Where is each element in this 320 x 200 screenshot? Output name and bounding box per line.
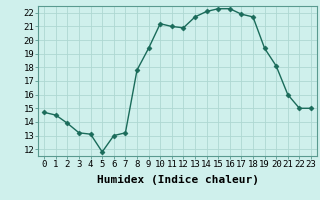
X-axis label: Humidex (Indice chaleur): Humidex (Indice chaleur) (97, 175, 259, 185)
